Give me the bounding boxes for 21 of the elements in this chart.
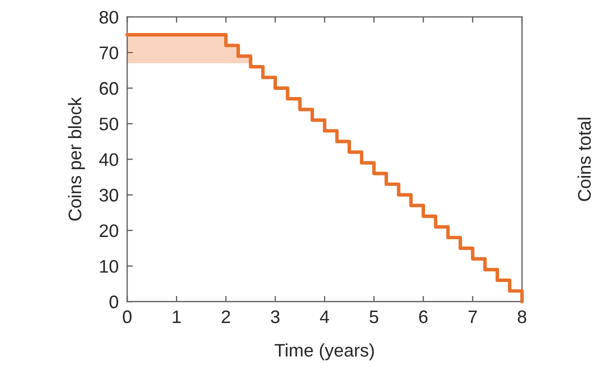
x-tick-label: 1 (172, 310, 181, 324)
x-tick-label: 0 (122, 310, 132, 324)
y-tick-label: 60 (100, 82, 118, 95)
x-tick-label: 7 (468, 310, 477, 324)
x-tick-label: 6 (419, 310, 428, 324)
y-tick-label: 0 (110, 296, 118, 308)
y-tick-label: 40 (99, 153, 118, 166)
y-tick-label: 30 (99, 188, 118, 202)
y-tick-label: 10 (100, 260, 118, 273)
y-tick-label: 80 (100, 10, 118, 24)
y2-axis-title: Coins total (578, 118, 591, 202)
y-tick-label: 20 (100, 224, 118, 238)
x-tick-label: 5 (370, 310, 378, 324)
y-tick-label: 50 (100, 118, 118, 130)
x-tick-label: 3 (270, 310, 280, 324)
y-tick-label: 70 (100, 46, 118, 60)
x-tick-label: 4 (320, 310, 330, 324)
x-axis-title: Time (years) (274, 343, 374, 360)
x-tick-label: 8 (518, 310, 526, 324)
y-axis-title: Coins per block (68, 97, 85, 221)
x-tick-label: 2 (222, 310, 230, 324)
